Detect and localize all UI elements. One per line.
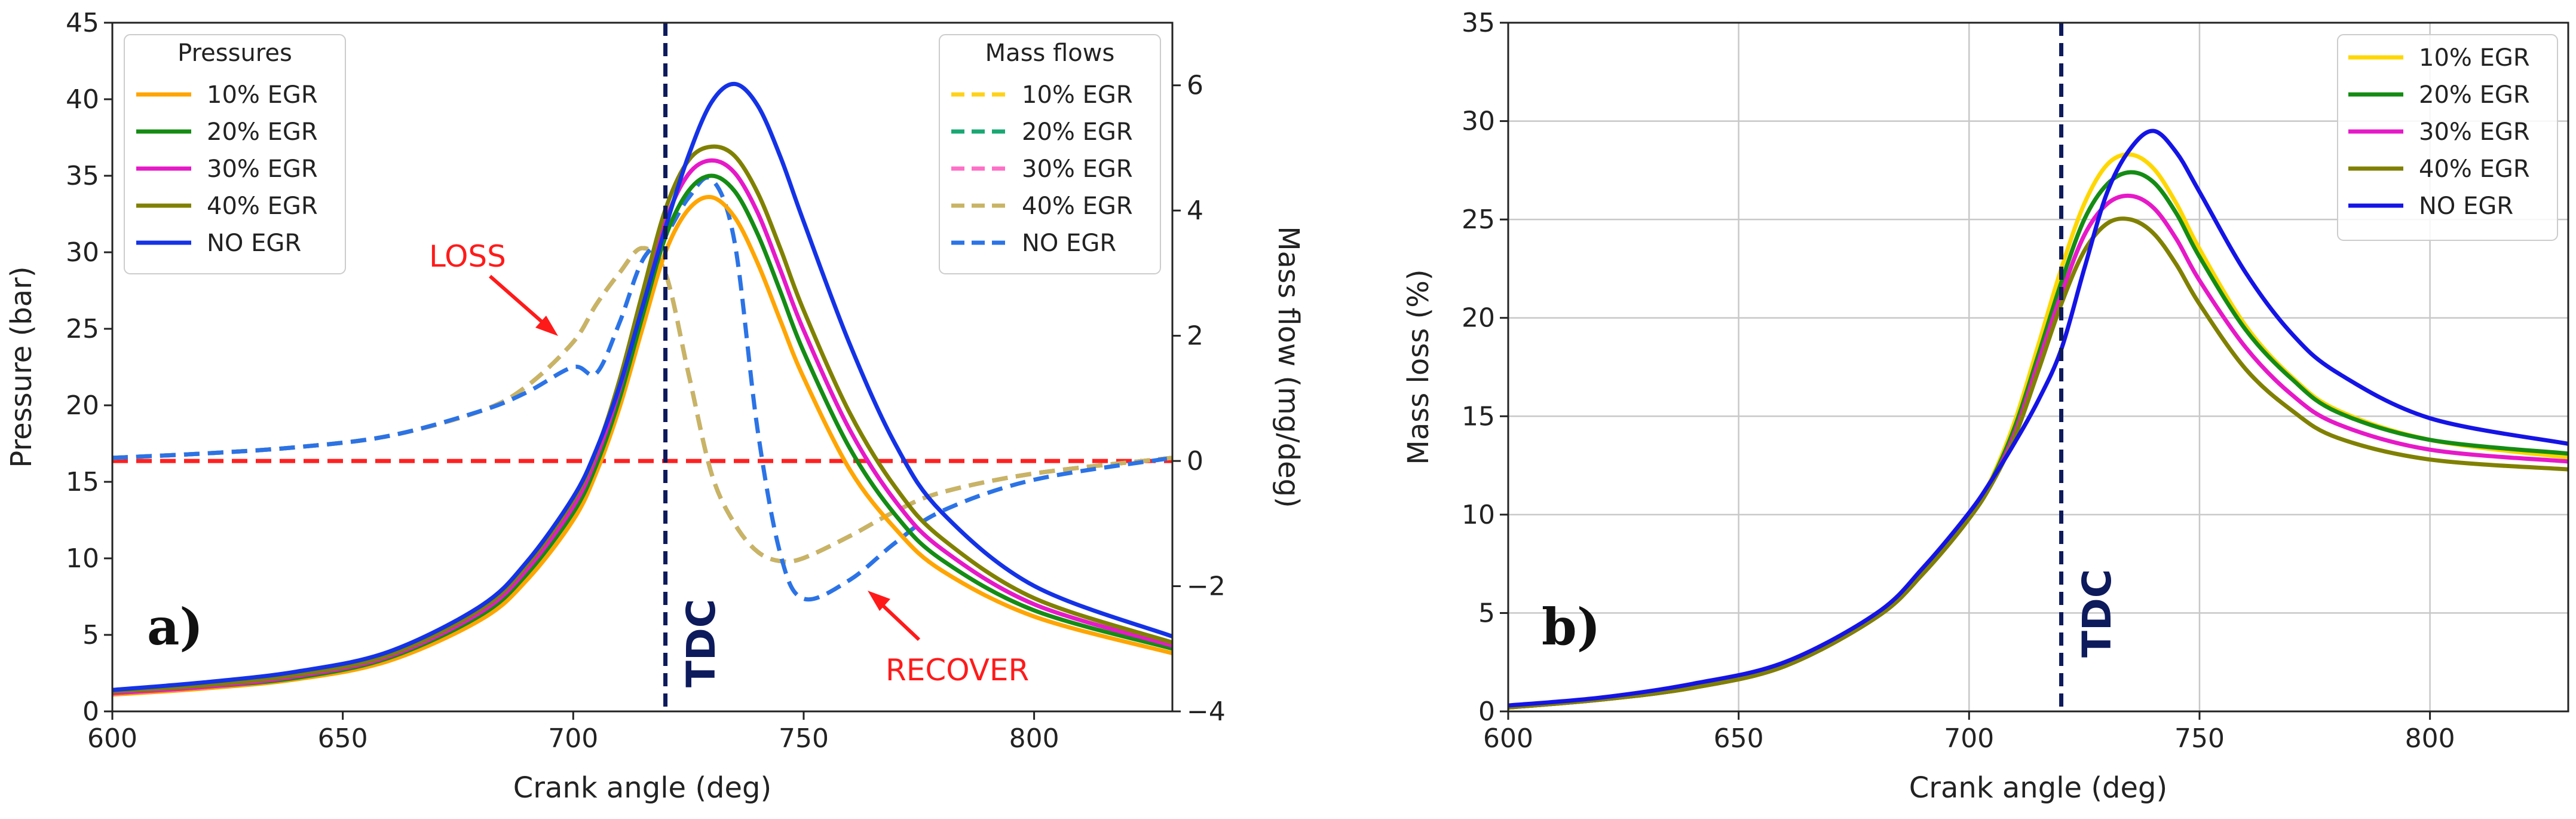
y-right-tick-label: −4 bbox=[1187, 696, 1226, 727]
y-tick-label: 25 bbox=[66, 314, 99, 344]
x-tick-label: 800 bbox=[2405, 723, 2455, 754]
panel-a-label: a) bbox=[147, 597, 203, 656]
y-right-tick-label: 0 bbox=[1187, 446, 1203, 476]
panel-a-x-axis-label: Crank angle (deg) bbox=[513, 771, 772, 805]
y-tick-label: 5 bbox=[1478, 598, 1495, 628]
pressure-line-no-egr bbox=[112, 81, 1172, 692]
panel-a-y-right-axis-label: Mass flow (mg/deg) bbox=[1272, 226, 1305, 508]
y-tick-label: 40 bbox=[66, 84, 99, 115]
x-tick-label: 650 bbox=[1714, 723, 1764, 754]
legend-label-20pct-egr: 20% EGR bbox=[207, 118, 318, 146]
y-right-tick-label: 4 bbox=[1187, 195, 1203, 226]
panel-a-y-axis-label: Pressure (bar) bbox=[5, 266, 38, 467]
y-tick-label: 10 bbox=[66, 543, 99, 574]
legend-label-no-egr: NO EGR bbox=[1022, 230, 1116, 257]
legend-label-10pct-egr: 10% EGR bbox=[2419, 44, 2530, 72]
y-tick-label: 45 bbox=[66, 8, 99, 38]
panel-a-plot-area bbox=[112, 23, 1172, 711]
x-tick-label: 600 bbox=[1483, 723, 1533, 754]
massflows-legend: Mass flows 10% EGR 20% EGR 30% EGR 40% EGR N… bbox=[939, 34, 1161, 274]
loss-annotation: LOSS bbox=[429, 239, 506, 274]
panel-b-x-ticks: 600 650 700 750 800 bbox=[1483, 711, 2455, 754]
pressures-legend: Pressures 10% EGR 20% EGR 30% EGR 40% EGR NO… bbox=[124, 34, 346, 274]
loss-arrowhead bbox=[535, 316, 558, 336]
y-tick-label: 20 bbox=[1462, 303, 1495, 334]
y-tick-label: 25 bbox=[1462, 204, 1495, 235]
x-tick-label: 600 bbox=[87, 723, 137, 754]
pressures-legend-title: Pressures bbox=[177, 39, 292, 67]
massloss-line-no-egr bbox=[1508, 129, 2568, 708]
panel-a-y-ticks: 0 5 10 15 20 25 30 35 40 45 bbox=[66, 8, 112, 727]
legend-label-no-egr: NO EGR bbox=[207, 230, 301, 257]
massloss-line-40pct-egr bbox=[1508, 216, 2568, 710]
panel-b: 600 650 700 750 800 0 5 10 15 20 25 30 35 Crank ang… bbox=[1402, 8, 2569, 805]
panel-b-plot-area bbox=[1508, 23, 2568, 711]
massflows-legend-title: Mass flows bbox=[985, 39, 1115, 67]
y-tick-label: 20 bbox=[66, 390, 99, 421]
recover-arrowhead bbox=[868, 591, 890, 611]
legend-label-20pct-egr: 20% EGR bbox=[1022, 118, 1133, 146]
legend-label-10pct-egr: 10% EGR bbox=[207, 81, 318, 109]
recover-arrow bbox=[875, 598, 921, 641]
recover-annotation: RECOVER bbox=[886, 653, 1029, 687]
panel-b-frame bbox=[1507, 22, 2569, 713]
panel-a-frame bbox=[111, 22, 1174, 713]
x-tick-label: 650 bbox=[318, 723, 368, 754]
y-right-tick-label: −2 bbox=[1187, 572, 1226, 602]
legend-label-40pct-egr: 40% EGR bbox=[2419, 155, 2530, 183]
massflow-series-group bbox=[112, 175, 1172, 602]
tdc-label-a: TDC bbox=[678, 599, 724, 687]
massflow-line-no-egr bbox=[112, 175, 1172, 602]
y-tick-label: 35 bbox=[1462, 8, 1495, 38]
y-tick-label: 0 bbox=[82, 696, 99, 727]
legend-label-30pct-egr: 30% EGR bbox=[207, 155, 318, 183]
legend-label-30pct-egr: 30% EGR bbox=[1022, 155, 1133, 183]
x-tick-label: 700 bbox=[548, 723, 598, 754]
tdc-label-b: TDC bbox=[2074, 569, 2120, 658]
y-tick-label: 30 bbox=[66, 237, 99, 268]
panel-a-y-right-ticks: −4 −2 0 2 4 6 bbox=[1172, 71, 1226, 727]
panel-b-y-axis-label: Mass loss (%) bbox=[1402, 269, 1435, 464]
y-tick-label: 15 bbox=[1462, 401, 1495, 432]
y-tick-label: 5 bbox=[82, 620, 99, 650]
panel-b-legend-box bbox=[2337, 34, 2558, 241]
pressure-line-10pct-egr bbox=[112, 194, 1172, 697]
panel-b-x-axis-label: Crank angle (deg) bbox=[1909, 771, 2168, 805]
panel-a-x-ticks: 600 650 700 750 800 bbox=[87, 711, 1059, 754]
panel-b-y-ticks: 0 5 10 15 20 25 30 35 bbox=[1462, 8, 1508, 727]
x-tick-label: 750 bbox=[2174, 723, 2225, 754]
panel-b-legend: 10% EGR 20% EGR 30% EGR 40% EGR NO EGR bbox=[2337, 34, 2558, 241]
y-tick-label: 30 bbox=[1462, 106, 1495, 137]
x-tick-label: 750 bbox=[779, 723, 829, 754]
y-right-tick-label: 6 bbox=[1187, 71, 1203, 101]
pressure-series-group bbox=[112, 81, 1172, 697]
y-tick-label: 15 bbox=[66, 467, 99, 497]
y-right-tick-label: 2 bbox=[1187, 321, 1203, 352]
legend-label-40pct-egr: 40% EGR bbox=[207, 192, 318, 220]
y-tick-label: 10 bbox=[1462, 500, 1495, 530]
legend-label-30pct-egr: 30% EGR bbox=[2419, 118, 2530, 146]
panel-b-label: b) bbox=[1542, 597, 1600, 656]
legend-label-40pct-egr: 40% EGR bbox=[1022, 192, 1133, 220]
legend-label-10pct-egr: 10% EGR bbox=[1022, 81, 1133, 109]
x-tick-label: 700 bbox=[1944, 723, 1994, 754]
x-tick-label: 800 bbox=[1009, 723, 1059, 754]
y-tick-label: 0 bbox=[1478, 696, 1495, 727]
loss-arrow bbox=[489, 274, 550, 329]
legend-label-no-egr: NO EGR bbox=[2419, 192, 2513, 220]
legend-label-20pct-egr: 20% EGR bbox=[2419, 81, 2530, 109]
y-tick-label: 35 bbox=[66, 161, 99, 191]
